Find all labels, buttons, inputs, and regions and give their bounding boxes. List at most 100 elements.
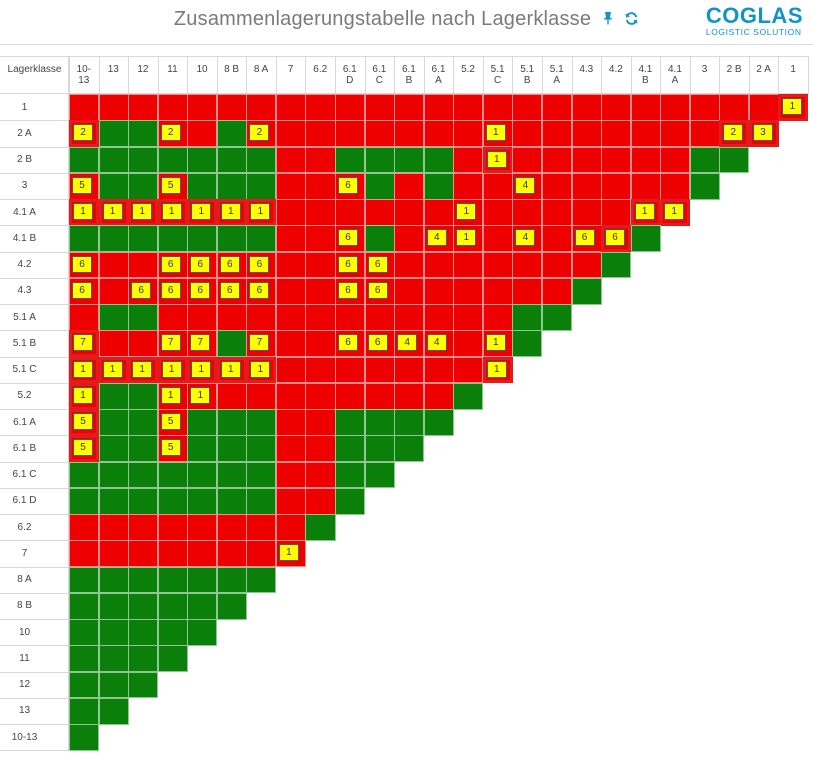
compatibility-cell[interactable] — [69, 461, 100, 489]
compatibility-cell[interactable] — [128, 671, 159, 699]
compatibility-cell[interactable] — [157, 540, 188, 567]
compatibility-cell[interactable]: 4 — [423, 330, 454, 357]
compatibility-cell[interactable]: 2 — [69, 120, 100, 147]
compatibility-cell[interactable] — [571, 199, 602, 226]
compatibility-cell[interactable] — [275, 409, 306, 436]
compatibility-cell[interactable] — [394, 277, 425, 305]
compatibility-cell[interactable] — [364, 356, 395, 384]
compatibility-cell[interactable]: 1 — [69, 382, 100, 410]
compatibility-cell[interactable] — [98, 697, 129, 725]
compatibility-cell[interactable] — [246, 146, 277, 174]
compatibility-cell[interactable] — [98, 409, 129, 436]
compatibility-cell[interactable] — [305, 251, 336, 279]
compatibility-cell[interactable] — [216, 120, 247, 147]
compatibility-cell[interactable] — [98, 461, 129, 489]
compatibility-cell[interactable] — [571, 94, 602, 121]
compatibility-cell[interactable] — [335, 120, 366, 147]
compatibility-cell[interactable] — [275, 251, 306, 279]
compatibility-cell[interactable] — [305, 120, 336, 147]
compatibility-cell[interactable]: 6 — [601, 225, 632, 252]
compatibility-cell[interactable]: 5 — [69, 435, 100, 462]
compatibility-cell[interactable] — [423, 146, 454, 174]
compatibility-cell[interactable]: 1 — [453, 199, 484, 226]
compatibility-cell[interactable] — [187, 304, 218, 331]
compatibility-cell[interactable] — [128, 461, 159, 489]
compatibility-cell[interactable]: 1 — [187, 382, 218, 410]
compatibility-cell[interactable]: 4 — [512, 172, 543, 200]
compatibility-cell[interactable]: 1 — [482, 146, 513, 174]
compatibility-cell[interactable] — [98, 671, 129, 699]
compatibility-cell[interactable] — [187, 540, 218, 567]
compatibility-cell[interactable] — [98, 277, 129, 305]
compatibility-cell[interactable] — [157, 566, 188, 594]
compatibility-cell[interactable]: 6 — [69, 251, 100, 279]
compatibility-cell[interactable] — [275, 304, 306, 331]
compatibility-cell[interactable] — [571, 120, 602, 147]
compatibility-cell[interactable] — [305, 461, 336, 489]
compatibility-cell[interactable] — [541, 304, 572, 331]
compatibility-cell[interactable] — [128, 592, 159, 620]
compatibility-cell[interactable] — [335, 356, 366, 384]
compatibility-cell[interactable] — [482, 304, 513, 331]
compatibility-cell[interactable] — [128, 172, 159, 200]
compatibility-cell[interactable] — [512, 304, 543, 331]
compatibility-cell[interactable] — [128, 120, 159, 147]
compatibility-cell[interactable]: 1 — [482, 330, 513, 357]
compatibility-cell[interactable]: 4 — [394, 330, 425, 357]
compatibility-cell[interactable]: 1 — [69, 199, 100, 226]
compatibility-cell[interactable] — [630, 172, 661, 200]
compatibility-cell[interactable] — [601, 94, 632, 121]
compatibility-cell[interactable] — [157, 94, 188, 121]
compatibility-cell[interactable] — [128, 304, 159, 331]
compatibility-cell[interactable]: 6 — [246, 251, 277, 279]
compatibility-cell[interactable]: 1 — [275, 540, 306, 567]
compatibility-cell[interactable]: 2 — [157, 120, 188, 147]
compatibility-cell[interactable]: 5 — [69, 172, 100, 200]
compatibility-cell[interactable] — [453, 120, 484, 147]
compatibility-cell[interactable] — [187, 514, 218, 541]
compatibility-cell[interactable] — [275, 382, 306, 410]
compatibility-cell[interactable] — [69, 94, 100, 121]
compatibility-cell[interactable] — [423, 251, 454, 279]
compatibility-cell[interactable] — [364, 461, 395, 489]
compatibility-cell[interactable] — [157, 146, 188, 174]
compatibility-cell[interactable] — [128, 225, 159, 252]
compatibility-cell[interactable] — [453, 146, 484, 174]
compatibility-cell[interactable] — [364, 172, 395, 200]
compatibility-cell[interactable] — [689, 172, 720, 200]
compatibility-cell[interactable] — [601, 199, 632, 226]
compatibility-cell[interactable] — [187, 172, 218, 200]
compatibility-cell[interactable]: 1 — [157, 199, 188, 226]
compatibility-cell[interactable] — [98, 435, 129, 462]
compatibility-cell[interactable] — [69, 514, 100, 541]
compatibility-cell[interactable] — [98, 330, 129, 357]
compatibility-cell[interactable] — [128, 514, 159, 541]
compatibility-cell[interactable] — [69, 645, 100, 672]
compatibility-cell[interactable] — [364, 199, 395, 226]
compatibility-cell[interactable] — [660, 146, 691, 174]
compatibility-cell[interactable] — [246, 304, 277, 331]
compatibility-cell[interactable]: 6 — [216, 277, 247, 305]
compatibility-cell[interactable]: 1 — [98, 356, 129, 384]
compatibility-cell[interactable] — [128, 435, 159, 462]
compatibility-cell[interactable] — [216, 461, 247, 489]
compatibility-cell[interactable] — [246, 225, 277, 252]
compatibility-cell[interactable] — [719, 146, 750, 174]
compatibility-cell[interactable] — [246, 382, 277, 410]
compatibility-cell[interactable] — [541, 251, 572, 279]
compatibility-cell[interactable] — [98, 619, 129, 646]
compatibility-cell[interactable] — [305, 94, 336, 121]
compatibility-cell[interactable]: 6 — [157, 277, 188, 305]
compatibility-cell[interactable]: 6 — [335, 172, 366, 200]
compatibility-cell[interactable] — [689, 94, 720, 121]
compatibility-cell[interactable] — [630, 94, 661, 121]
compatibility-cell[interactable] — [512, 146, 543, 174]
compatibility-cell[interactable]: 6 — [364, 251, 395, 279]
compatibility-cell[interactable] — [630, 146, 661, 174]
compatibility-cell[interactable] — [216, 382, 247, 410]
compatibility-cell[interactable] — [305, 409, 336, 436]
compatibility-cell[interactable] — [482, 225, 513, 252]
compatibility-cell[interactable] — [187, 94, 218, 121]
compatibility-cell[interactable] — [453, 94, 484, 121]
compatibility-cell[interactable] — [512, 199, 543, 226]
